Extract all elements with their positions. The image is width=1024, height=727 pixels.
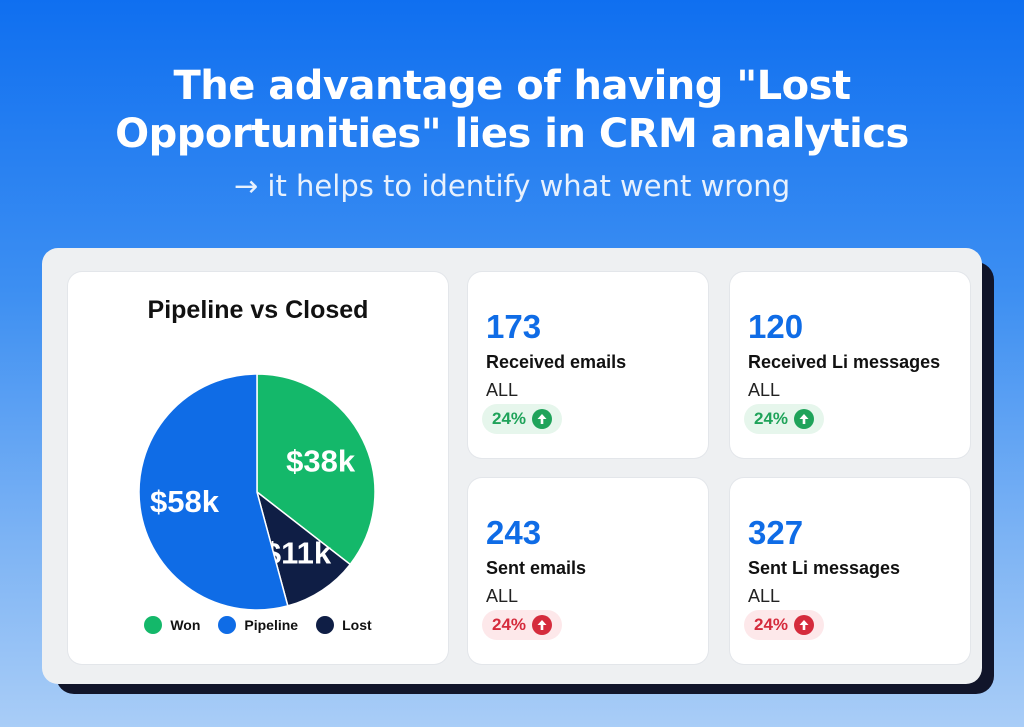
stat-label: Received emails xyxy=(486,352,627,372)
headline-line-2: Opportunities" lies in CRM analytics xyxy=(115,111,909,157)
trend-badge: 24% xyxy=(482,610,563,640)
arrow-up-circle-icon xyxy=(532,615,553,635)
stat-card-sent-emails[interactable]: 243 Sent emails ALL 24% xyxy=(468,478,708,664)
stat-value: 120 xyxy=(748,308,804,345)
arrow-up-circle-icon xyxy=(532,409,553,429)
stat-filter: ALL xyxy=(748,380,781,400)
legend-item-won: Won xyxy=(144,616,200,634)
headline: The advantage of having "Lost Opportunit… xyxy=(0,62,1024,158)
chart-legend: Won Pipeline Lost xyxy=(68,616,448,634)
legend-label-pipeline: Pipeline xyxy=(244,617,299,633)
stat-filter: ALL xyxy=(748,586,781,606)
stat-card-received-emails[interactable]: 173 Received emails ALL 24% xyxy=(468,272,708,458)
legend-dot-lost xyxy=(316,616,335,634)
pie-slice-pipeline xyxy=(138,373,289,611)
legend-label-won: Won xyxy=(170,617,201,633)
stat-value: 243 xyxy=(486,514,542,551)
stat-label: Sent emails xyxy=(486,558,587,578)
legend-dot-pipeline xyxy=(218,616,237,634)
trend-badge: 24% xyxy=(744,404,825,434)
trend-badge: 24% xyxy=(744,610,825,640)
legend-label-lost: Lost xyxy=(342,617,372,633)
trend-percent: 24% xyxy=(754,409,789,428)
trend-percent: 24% xyxy=(492,615,527,634)
stat-filter: ALL xyxy=(486,380,519,400)
legend-item-lost: Lost xyxy=(316,616,372,634)
pie-label-pipeline: $58k xyxy=(150,484,220,519)
stat-card-received-li-messages[interactable]: 120 Received Li messages ALL 24% xyxy=(730,272,970,458)
subheadline: → it helps to identify what went wrong xyxy=(233,169,791,203)
pie-chart: $38k$11k$58k xyxy=(138,373,376,611)
stat-label: Received Li messages xyxy=(748,352,941,372)
arrow-up-circle-icon xyxy=(794,615,815,635)
dashboard-panel: Pipeline vs Closed $38k $11k $58k Won Pipe… xyxy=(42,248,982,684)
stat-value: 173 xyxy=(486,308,542,345)
arrow-up-circle-icon xyxy=(794,409,815,429)
headline-line-1: The advantage of having "Lost xyxy=(173,63,851,109)
trend-percent: 24% xyxy=(492,409,527,428)
pie-label-won: $38k xyxy=(286,443,356,478)
legend-dot-won xyxy=(144,616,163,634)
trend-percent: 24% xyxy=(754,615,789,634)
stat-card-sent-li-messages[interactable]: 327 Sent Li messages ALL 24% xyxy=(730,478,970,664)
chart-title: Pipeline vs Closed xyxy=(147,296,369,324)
legend-item-pipeline: Pipeline xyxy=(218,616,298,634)
stat-filter: ALL xyxy=(486,586,519,606)
trend-badge: 24% xyxy=(482,404,563,434)
stat-value: 327 xyxy=(748,514,804,551)
pie-chart-card: Pipeline vs Closed $38k $11k $58k Won Pipe… xyxy=(68,272,448,664)
stat-label: Sent Li messages xyxy=(748,558,901,578)
pie-slice-won xyxy=(256,373,376,566)
